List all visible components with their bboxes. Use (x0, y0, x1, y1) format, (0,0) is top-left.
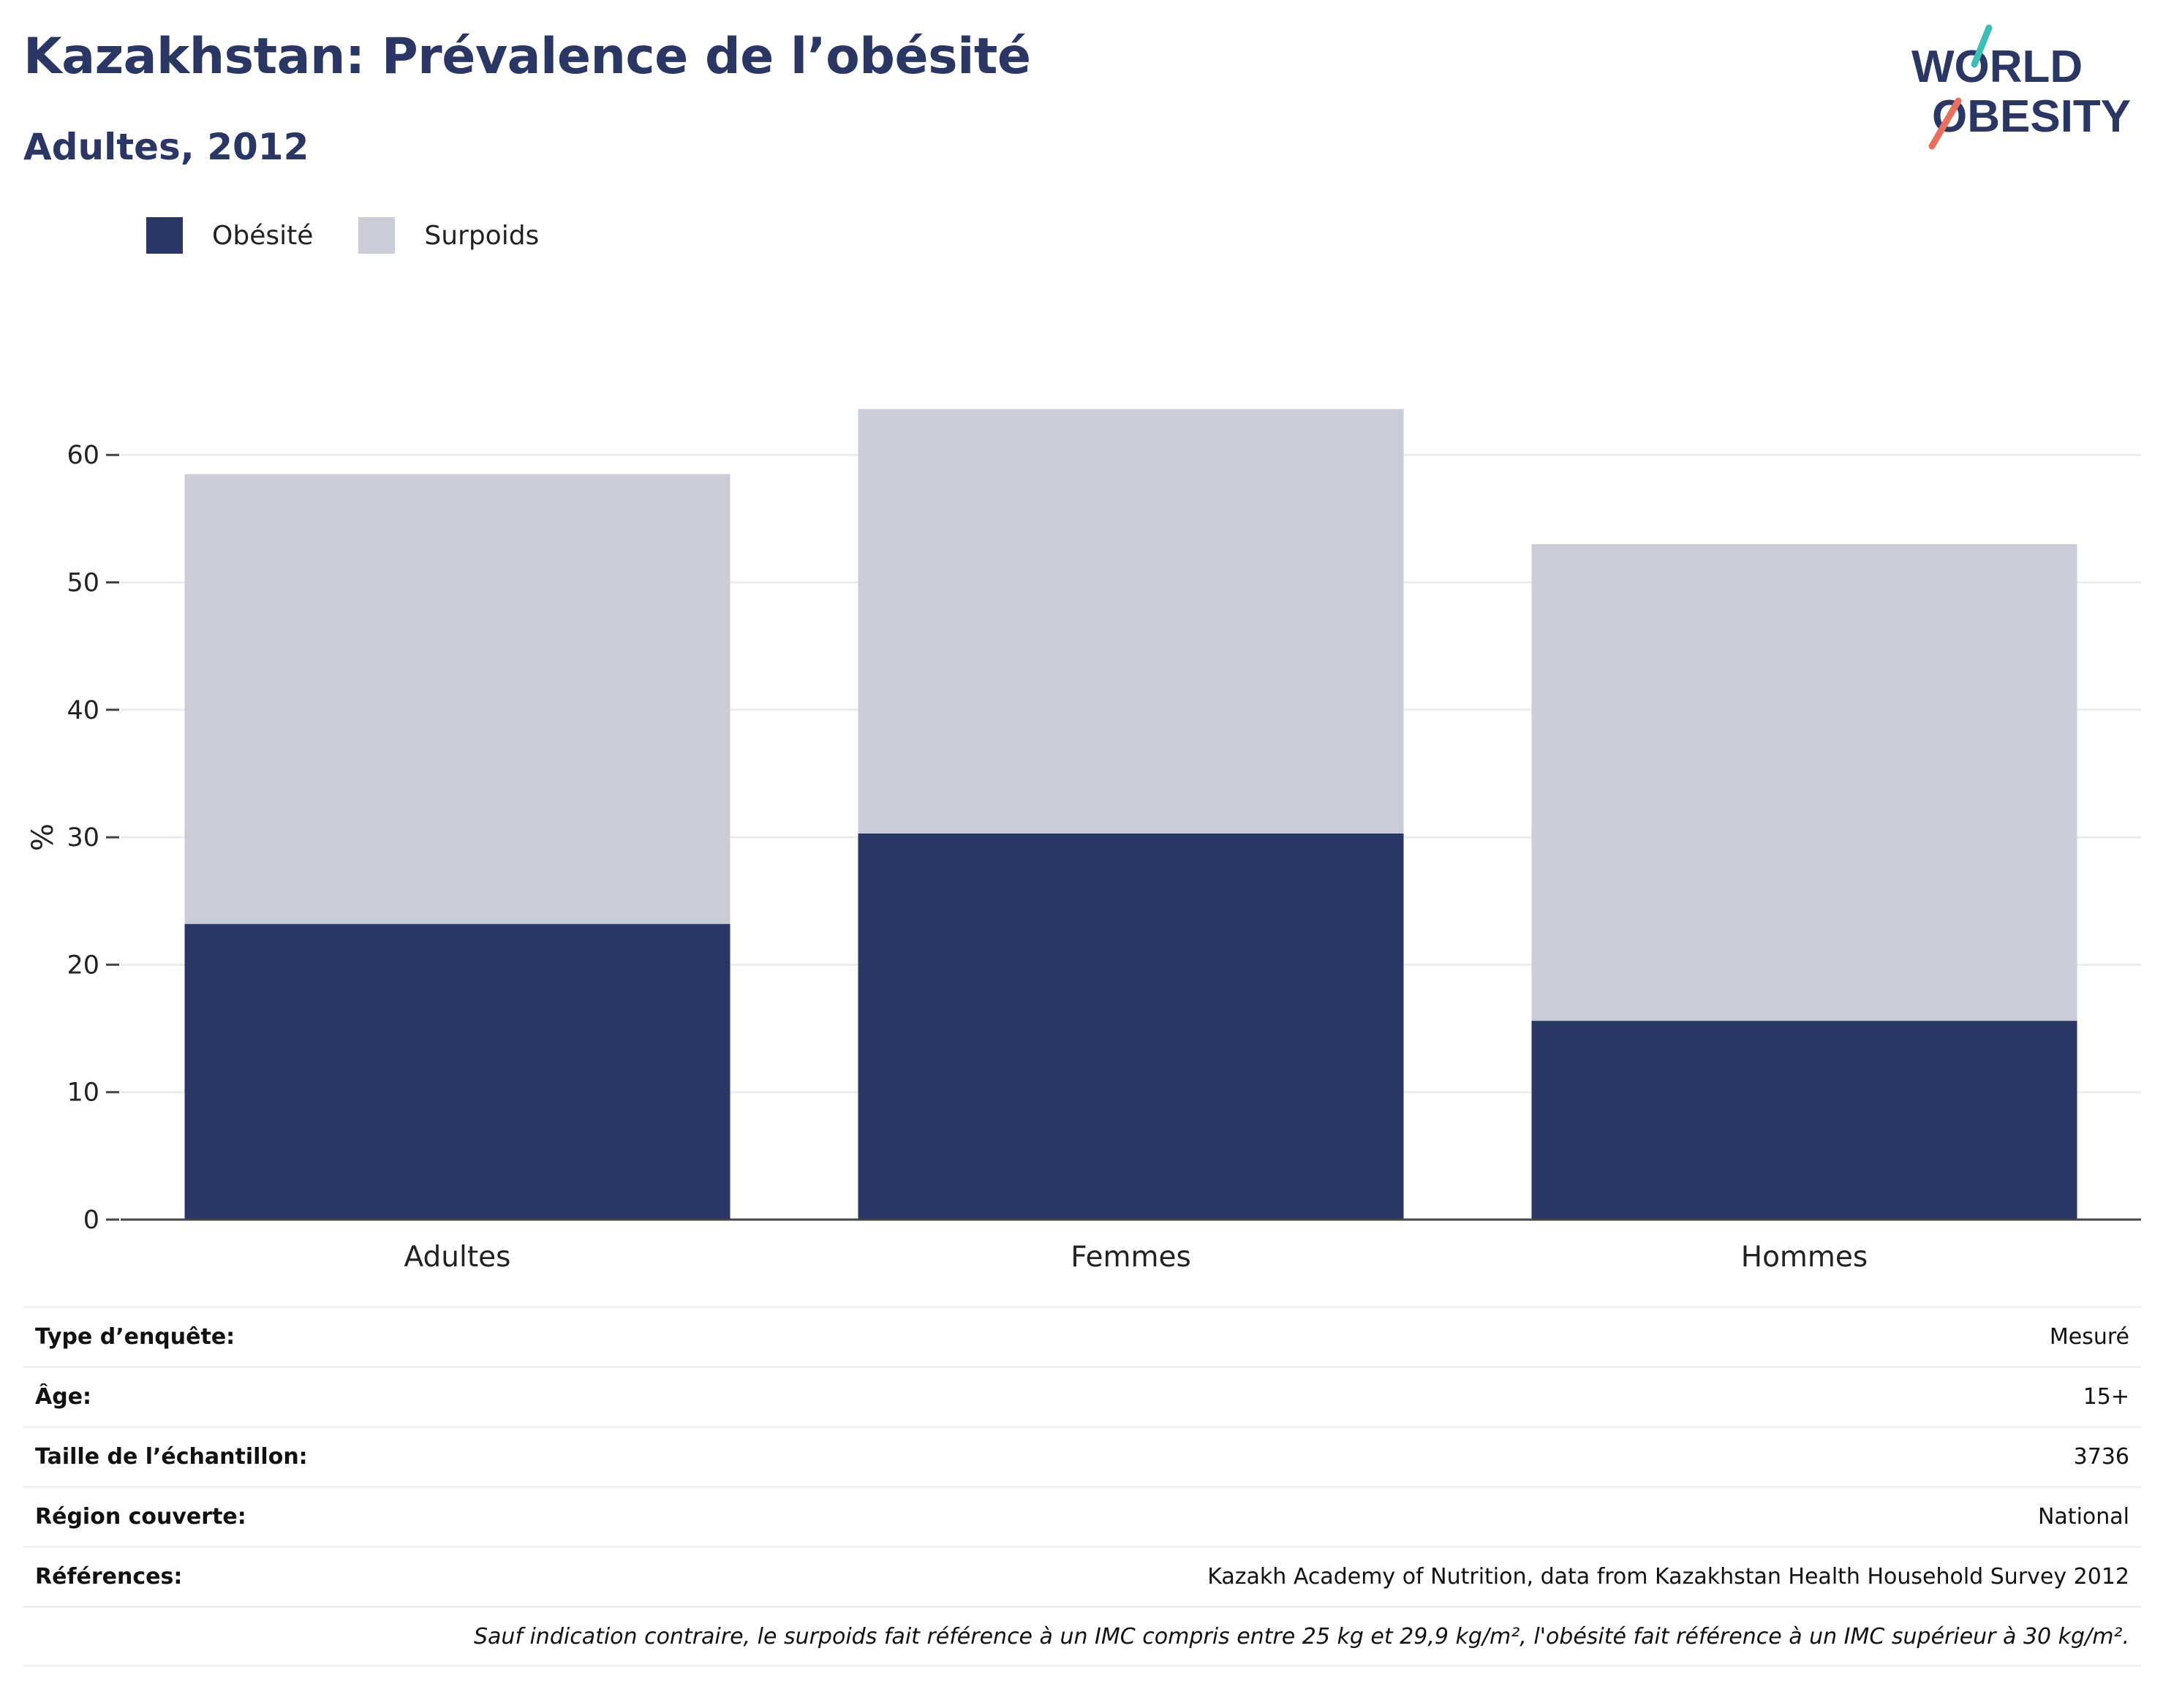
bar-overweight-adultes (184, 474, 731, 924)
logo-line1: WORLD (1911, 42, 2083, 92)
legend-item-overweight[interactable]: Surpoids (358, 217, 539, 254)
info-note: Sauf indication contraire, le surpoids f… (23, 1606, 2141, 1667)
legend-label: Obésité (212, 220, 314, 251)
bar-obesity-femmes (858, 833, 1404, 1220)
logo-coral-stroke (1928, 97, 1962, 150)
logo-line2: OBESITY (1932, 91, 2131, 142)
bar-obesity-hommes (1531, 1021, 2077, 1220)
info-table: Type d’enquête: Mesuré Âge: 15+ Taille d… (23, 1306, 2141, 1667)
bar-overweight-femmes (858, 409, 1404, 834)
info-row-region: Région couverte: National (23, 1486, 2141, 1546)
x-tick-label: Femmes (1071, 1241, 1191, 1274)
y-tick-label: 30 (67, 823, 99, 853)
y-tick-label: 50 (67, 569, 99, 598)
legend-swatch-overweight (358, 217, 396, 254)
bar-overweight-hommes (1531, 544, 2077, 1021)
info-row-references: Références: Kazakh Academy of Nutrition,… (23, 1546, 2141, 1606)
chart-legend: Obésité Surpoids (146, 216, 584, 254)
page-subtitle: Adultes, 2012 (23, 126, 309, 168)
info-row-survey-type: Type d’enquête: Mesuré (23, 1306, 2141, 1366)
y-tick-label: 20 (67, 951, 99, 980)
info-key: Références: (35, 1564, 183, 1590)
legend-label: Surpoids (424, 220, 540, 251)
info-value: Kazakh Academy of Nutrition, data from K… (1207, 1564, 2129, 1590)
world-obesity-logo: WORLD OBESITY (1911, 24, 2131, 150)
info-key: Type d’enquête: (35, 1324, 235, 1350)
x-tick-label: Hommes (1741, 1241, 1868, 1274)
info-value: National (2037, 1504, 2129, 1530)
bar-chart: 0 10 20 30 40 50 60% Adultes Femmes Hommes (26, 409, 2141, 1274)
y-axis-label: % (26, 823, 60, 851)
logo-teal-stroke (1971, 24, 1993, 68)
y-tick-label: 40 (67, 696, 99, 725)
info-key: Âge: (35, 1384, 92, 1410)
legend-item-obesity[interactable]: Obésité (146, 217, 313, 254)
bar-obesity-adultes (184, 923, 731, 1220)
info-row-age: Âge: 15+ (23, 1366, 2141, 1426)
page-title: Kazakhstan: Prévalence de l’obésité (23, 28, 1031, 86)
info-value: Mesuré (2049, 1324, 2129, 1350)
y-tick-label: 10 (67, 1078, 99, 1108)
y-tick-label: 60 (67, 441, 99, 470)
info-value: 15+ (2083, 1384, 2129, 1410)
info-key: Région couverte: (35, 1504, 246, 1530)
y-tick-label: 0 (83, 1206, 99, 1235)
x-tick-label: Adultes (404, 1241, 511, 1274)
legend-swatch-obesity (146, 217, 183, 254)
info-key: Taille de l’échantillon: (35, 1444, 308, 1470)
info-value: 3736 (2073, 1444, 2129, 1470)
info-row-sample-size: Taille de l’échantillon: 3736 (23, 1426, 2141, 1486)
